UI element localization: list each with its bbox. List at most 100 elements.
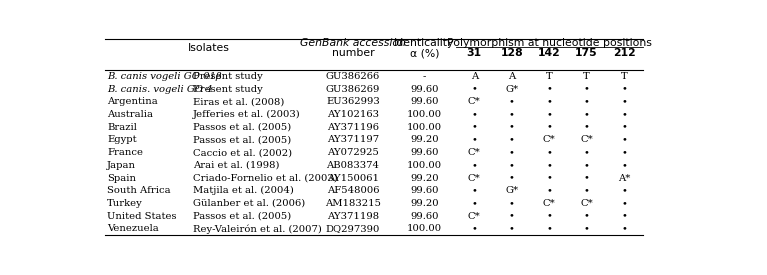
Text: •: • bbox=[471, 224, 477, 233]
Text: •: • bbox=[584, 148, 590, 157]
Text: B. canis vogeli GO 01β: B. canis vogeli GO 01β bbox=[107, 72, 222, 81]
Text: •: • bbox=[509, 110, 515, 119]
Text: Present study: Present study bbox=[193, 72, 263, 81]
Text: •: • bbox=[546, 224, 552, 233]
Text: Japan: Japan bbox=[107, 161, 137, 170]
Text: B. canis. vogeli GO 4: B. canis. vogeli GO 4 bbox=[107, 85, 212, 94]
Text: 99.60: 99.60 bbox=[410, 212, 439, 221]
Text: 100.00: 100.00 bbox=[407, 161, 442, 170]
Text: C*: C* bbox=[468, 174, 481, 183]
Text: 99.60: 99.60 bbox=[410, 148, 439, 157]
Text: 99.60: 99.60 bbox=[410, 186, 439, 195]
Text: GenBank accession: GenBank accession bbox=[300, 37, 406, 48]
Text: Brazil: Brazil bbox=[107, 123, 137, 132]
Text: •: • bbox=[509, 174, 515, 183]
Text: Passos et al. (2005): Passos et al. (2005) bbox=[193, 135, 291, 144]
Text: •: • bbox=[584, 123, 590, 132]
Text: T: T bbox=[546, 72, 552, 81]
Text: •: • bbox=[584, 85, 590, 94]
Text: •: • bbox=[546, 97, 552, 106]
Text: C*: C* bbox=[543, 199, 555, 208]
Text: Caccio et al. (2002): Caccio et al. (2002) bbox=[193, 148, 292, 157]
Text: 100.00: 100.00 bbox=[407, 224, 442, 233]
Text: α (%): α (%) bbox=[410, 48, 439, 58]
Text: Spain: Spain bbox=[107, 174, 137, 183]
Text: Identicality: Identicality bbox=[394, 37, 455, 48]
Text: number: number bbox=[331, 48, 374, 58]
Text: G*: G* bbox=[505, 85, 518, 94]
Text: C*: C* bbox=[468, 212, 481, 221]
Text: 99.20: 99.20 bbox=[410, 174, 439, 183]
Text: Argentina: Argentina bbox=[107, 97, 158, 106]
Text: Rey-Valeirón et al. (2007): Rey-Valeirón et al. (2007) bbox=[193, 224, 322, 234]
Text: •: • bbox=[509, 123, 515, 132]
Text: •: • bbox=[509, 161, 515, 170]
Text: •: • bbox=[584, 212, 590, 221]
Text: Eiras et al. (2008): Eiras et al. (2008) bbox=[193, 97, 285, 106]
Text: Gülanber et al. (2006): Gülanber et al. (2006) bbox=[193, 199, 305, 208]
Text: 175: 175 bbox=[575, 48, 598, 58]
Text: C*: C* bbox=[580, 135, 593, 144]
Text: •: • bbox=[509, 224, 515, 233]
Text: -: - bbox=[423, 72, 426, 81]
Text: Polymorphism at nucleotide positions: Polymorphism at nucleotide positions bbox=[446, 37, 651, 48]
Text: A*: A* bbox=[618, 174, 630, 183]
Text: AY371196: AY371196 bbox=[327, 123, 379, 132]
Text: 128: 128 bbox=[500, 48, 523, 58]
Text: C*: C* bbox=[580, 199, 593, 208]
Text: •: • bbox=[471, 199, 477, 208]
Text: AY150061: AY150061 bbox=[327, 174, 379, 183]
Text: 99.20: 99.20 bbox=[410, 135, 439, 144]
Text: Turkey: Turkey bbox=[107, 199, 143, 208]
Text: •: • bbox=[584, 110, 590, 119]
Text: 100.00: 100.00 bbox=[407, 123, 442, 132]
Text: South Africa: South Africa bbox=[107, 186, 171, 195]
Text: France: France bbox=[107, 148, 143, 157]
Text: •: • bbox=[621, 123, 627, 132]
Text: •: • bbox=[546, 174, 552, 183]
Text: GU386269: GU386269 bbox=[326, 85, 380, 94]
Text: •: • bbox=[509, 97, 515, 106]
Text: •: • bbox=[621, 148, 627, 157]
Text: Present study: Present study bbox=[193, 85, 263, 94]
Text: 142: 142 bbox=[538, 48, 561, 58]
Text: A: A bbox=[508, 72, 515, 81]
Text: •: • bbox=[584, 161, 590, 170]
Text: •: • bbox=[621, 199, 627, 208]
Text: DQ297390: DQ297390 bbox=[326, 224, 380, 233]
Text: GU386266: GU386266 bbox=[326, 72, 380, 81]
Text: •: • bbox=[546, 161, 552, 170]
Text: •: • bbox=[546, 110, 552, 119]
Text: •: • bbox=[509, 212, 515, 221]
Text: •: • bbox=[546, 123, 552, 132]
Text: Venezuela: Venezuela bbox=[107, 224, 159, 233]
Text: AY371197: AY371197 bbox=[327, 135, 379, 144]
Text: •: • bbox=[471, 135, 477, 144]
Text: AF548006: AF548006 bbox=[327, 186, 379, 195]
Text: •: • bbox=[471, 110, 477, 119]
Text: •: • bbox=[621, 97, 627, 106]
Text: C*: C* bbox=[468, 148, 481, 157]
Text: Isolates: Isolates bbox=[188, 43, 230, 53]
Text: United States: United States bbox=[107, 212, 176, 221]
Text: •: • bbox=[509, 148, 515, 157]
Text: Australia: Australia bbox=[107, 110, 153, 119]
Text: •: • bbox=[584, 97, 590, 106]
Text: AM183215: AM183215 bbox=[325, 199, 381, 208]
Text: T: T bbox=[583, 72, 590, 81]
Text: •: • bbox=[471, 85, 477, 94]
Text: A: A bbox=[471, 72, 478, 81]
Text: Arai et al. (1998): Arai et al. (1998) bbox=[193, 161, 280, 170]
Text: G*: G* bbox=[505, 186, 518, 195]
Text: •: • bbox=[621, 224, 627, 233]
Text: Passos et al. (2005): Passos et al. (2005) bbox=[193, 123, 291, 132]
Text: AY102163: AY102163 bbox=[327, 110, 379, 119]
Text: •: • bbox=[621, 110, 627, 119]
Text: C*: C* bbox=[543, 135, 555, 144]
Text: •: • bbox=[621, 186, 627, 195]
Text: T: T bbox=[621, 72, 627, 81]
Text: •: • bbox=[546, 148, 552, 157]
Text: 212: 212 bbox=[613, 48, 635, 58]
Text: 99.60: 99.60 bbox=[410, 85, 439, 94]
Text: EU362993: EU362993 bbox=[326, 97, 380, 106]
